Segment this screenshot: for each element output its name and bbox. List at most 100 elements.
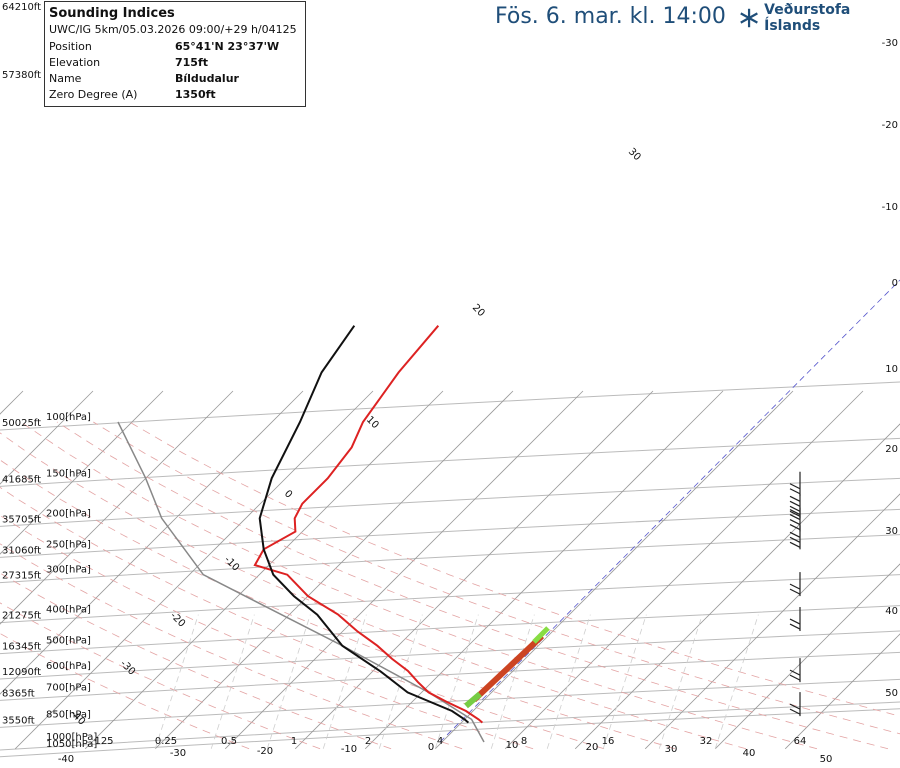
isobar-line bbox=[0, 381, 900, 431]
wind-barb-feather bbox=[789, 618, 801, 625]
isotherm-label: 20 bbox=[470, 302, 487, 319]
isotherm-line bbox=[0, 390, 164, 555]
dry-adiabat-line bbox=[56, 421, 889, 750]
dry-adiabat-line bbox=[0, 543, 463, 750]
wind-barb-feather bbox=[789, 531, 801, 538]
altitude-label: 12090ft bbox=[2, 667, 41, 678]
wind-barb-feather bbox=[789, 510, 801, 517]
isotherm-line bbox=[0, 390, 304, 695]
wind-barb-feather bbox=[789, 488, 801, 495]
pressure-label: 700[hPa] bbox=[46, 682, 91, 693]
mixing-ratio-line bbox=[490, 614, 535, 749]
pressure-label: 250[hPa] bbox=[46, 539, 91, 550]
bottom-axis-label: 1 bbox=[291, 736, 297, 747]
brand-logo: Veðurstofa Íslands bbox=[738, 2, 900, 34]
isotherm-line bbox=[0, 390, 94, 485]
wind-barb-feather bbox=[789, 524, 801, 531]
pressure-label: 300[hPa] bbox=[46, 565, 91, 576]
right-axis-label: 10 bbox=[885, 364, 898, 375]
infobox-row: Position 65°41'N 23°37'W bbox=[49, 39, 301, 55]
wind-barb-feather bbox=[789, 495, 801, 502]
pressure-label: 400[hPa] bbox=[46, 605, 91, 616]
pressure-label: 600[hPa] bbox=[46, 661, 91, 672]
altitude-label: 41685ft bbox=[2, 474, 41, 485]
isobar-line bbox=[0, 701, 900, 751]
altitude-label: 8365ft bbox=[2, 688, 35, 699]
right-axis-label: 40 bbox=[885, 606, 898, 617]
pressure-label: 200[hPa] bbox=[46, 508, 91, 519]
dry-adiabat-line bbox=[0, 459, 676, 750]
right-axis-label: 20 bbox=[885, 444, 898, 455]
mixing-ratio-line bbox=[154, 614, 199, 749]
isobar-line bbox=[0, 477, 900, 527]
wind-barb bbox=[789, 471, 801, 496]
bottom-axis-label: -20 bbox=[257, 746, 273, 757]
isotherm-label: -30 bbox=[118, 658, 137, 677]
bottom-axis-label: 64 bbox=[794, 736, 807, 747]
surface-layer-segment bbox=[464, 691, 482, 709]
chart-series bbox=[117, 325, 550, 743]
wind-barb-feather bbox=[789, 500, 801, 507]
altitude-label: 21275ft bbox=[2, 611, 41, 622]
isobar-line bbox=[0, 630, 900, 680]
dry-adiabat-line bbox=[0, 572, 392, 750]
dry-adiabat-line bbox=[20, 421, 818, 750]
wind-barb bbox=[789, 572, 801, 597]
dry-adiabat-line bbox=[0, 602, 321, 750]
bottom-axis-label: 40 bbox=[743, 748, 756, 759]
chart-grid bbox=[0, 279, 900, 758]
isotherm-line bbox=[0, 390, 234, 625]
isotherm-line bbox=[294, 390, 654, 750]
bottom-axis-label: 16 bbox=[602, 736, 615, 747]
dry-adiabat-line bbox=[0, 432, 747, 750]
isotherm-line bbox=[364, 390, 724, 750]
bottom-axis-label: -10 bbox=[341, 744, 357, 755]
wind-barbs bbox=[789, 471, 801, 717]
mixing-ratio-line bbox=[266, 614, 311, 749]
right-axis-label: -10 bbox=[882, 202, 898, 213]
wind-barb-feather bbox=[789, 588, 801, 595]
infobox-title: Sounding Indices bbox=[49, 6, 175, 21]
wind-barb bbox=[789, 692, 801, 717]
wind-barb-feather bbox=[789, 519, 801, 526]
wind-barb-feather bbox=[789, 541, 801, 548]
wind-barb-feather bbox=[789, 669, 801, 676]
altitude-label: 16345ft bbox=[2, 642, 41, 653]
sounding-indices-box: Sounding Indices UWC/IG 5km/05.03.2026 0… bbox=[44, 1, 306, 107]
right-axis-label: -30 bbox=[882, 38, 898, 49]
parcel-line bbox=[117, 421, 485, 743]
dry-adiabat-line bbox=[93, 421, 900, 735]
infobox-value: 1350ft bbox=[175, 88, 216, 101]
isotherm-label: 0 bbox=[282, 488, 294, 500]
wind-barb-feather bbox=[789, 674, 801, 681]
bottom-axis-label: 2 bbox=[365, 736, 371, 747]
right-axis-label: -20 bbox=[882, 120, 898, 131]
isobar-line bbox=[0, 708, 900, 758]
isotherm-label: -20 bbox=[168, 610, 187, 629]
isotherm-line bbox=[154, 390, 514, 750]
snowflake-icon bbox=[740, 8, 758, 28]
wind-barb-feather bbox=[789, 583, 801, 590]
isotherm-line bbox=[784, 633, 900, 750]
bottom-axis-label: 30 bbox=[665, 744, 678, 755]
isobar-line bbox=[0, 574, 900, 624]
right-axis-label: 0 bbox=[892, 278, 898, 289]
infobox-key: Elevation bbox=[49, 56, 101, 69]
surface-layer-segment bbox=[471, 633, 545, 703]
forecast-time-title: Fös. 6. mar. kl. 14:00 bbox=[495, 4, 726, 29]
altitude-label: 27315ft bbox=[2, 571, 41, 582]
pressure-label: 1000[hPa] bbox=[46, 732, 97, 743]
infobox-subtitle: UWC/IG 5km/05.03.2026 09:00/+29 h/04125 bbox=[49, 23, 297, 36]
right-axis-label: 50 bbox=[885, 688, 898, 699]
dewpoint-line bbox=[258, 325, 470, 724]
infobox-row: Name Bíldudalur bbox=[49, 71, 301, 87]
mixing-ratio-line bbox=[378, 614, 423, 749]
isobar-line bbox=[0, 437, 900, 487]
mixing-ratio-line bbox=[434, 614, 479, 749]
mixing-ratio-line bbox=[658, 614, 703, 749]
wind-barb-feather bbox=[789, 483, 801, 490]
bottom-axis-label: 10 bbox=[506, 740, 519, 751]
dry-adiabat-line bbox=[0, 633, 250, 750]
wind-barb-feather bbox=[789, 509, 801, 516]
